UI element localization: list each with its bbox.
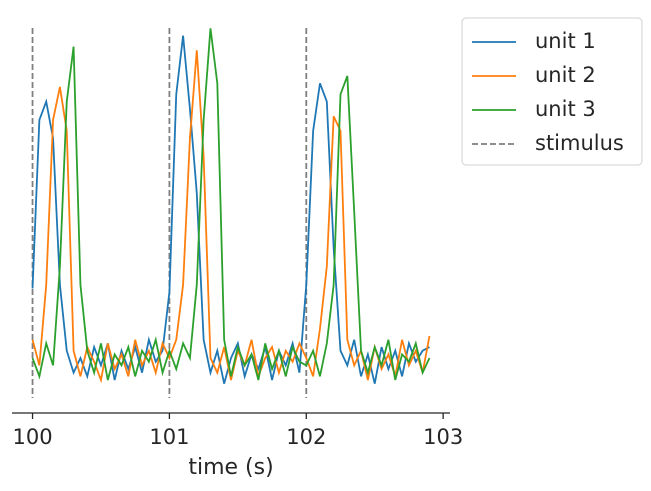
- series-line: [31, 35, 430, 384]
- x-tick-label: 102: [286, 425, 326, 449]
- x-tick-label: 103: [423, 425, 463, 449]
- legend-label: stimulus: [535, 131, 624, 155]
- legend-label: unit 3: [535, 97, 596, 121]
- legend-box: [461, 17, 643, 166]
- series-line: [31, 28, 431, 381]
- legend-label: unit 2: [535, 63, 596, 87]
- x-tick-label: 100: [12, 425, 52, 449]
- legend-label: unit 1: [535, 29, 596, 53]
- x-axis-label: time (s): [188, 455, 273, 480]
- series-line: [31, 50, 431, 384]
- x-tick-label: 101: [149, 425, 189, 449]
